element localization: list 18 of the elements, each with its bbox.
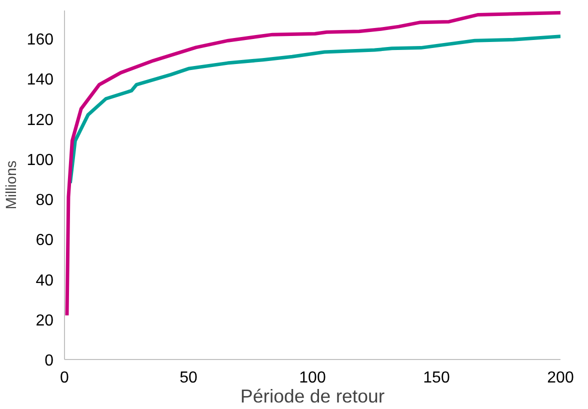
x-axis-title: Période de retour [240, 386, 385, 406]
x-tick-label: 200 [547, 370, 574, 386]
y-tick-label: 100 [26, 152, 54, 169]
y-tick-label: 0 [44, 352, 54, 370]
y-tick-label: 140 [26, 72, 54, 89]
y-axis-title: Millions [4, 160, 20, 210]
y-tick-label: 80 [36, 192, 54, 210]
x-tick-label: 150 [423, 370, 450, 386]
y-tick-label: 40 [36, 272, 54, 290]
line-series [65, 10, 560, 318]
x-tick-label: 50 [180, 370, 198, 386]
line-series [68, 34, 560, 185]
y-tick-label: 120 [26, 112, 54, 129]
x-tick-label: 0 [60, 370, 70, 386]
y-tick-label: 20 [36, 312, 54, 330]
y-tick-label: 60 [36, 232, 54, 250]
x-tick-label: 100 [299, 370, 326, 386]
y-tick-label: 160 [26, 32, 54, 49]
